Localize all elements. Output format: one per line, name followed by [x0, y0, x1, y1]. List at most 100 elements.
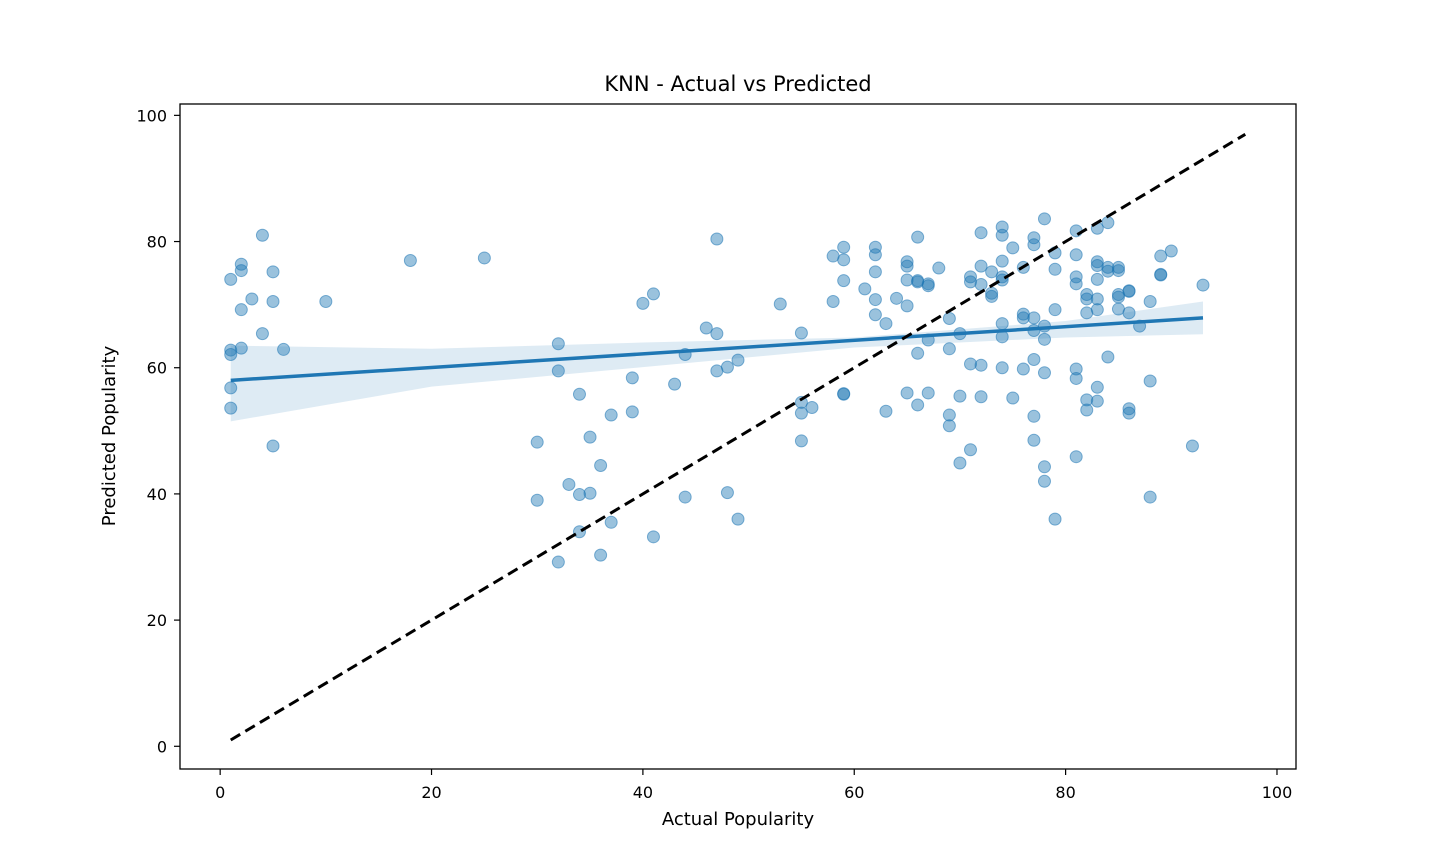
scatter-point — [921, 279, 935, 293]
scatter-point — [1016, 362, 1030, 376]
scatter-point — [710, 232, 724, 246]
scatter-point — [1111, 260, 1125, 274]
scatter-point — [1037, 474, 1051, 488]
scatter-point — [1101, 350, 1115, 364]
scatter-point — [879, 317, 893, 331]
scatter-point — [551, 337, 565, 351]
scatter-point — [1006, 241, 1020, 255]
scatter-point — [255, 327, 269, 341]
scatter-point — [858, 282, 872, 296]
scatter-point — [974, 390, 988, 404]
scatter-point — [964, 443, 977, 457]
scatter-point — [1027, 238, 1041, 252]
scatter-point — [266, 265, 280, 279]
scatter-point — [1101, 216, 1115, 230]
scatter-point — [234, 303, 248, 317]
scatter-point — [646, 287, 660, 301]
scatter-point — [266, 439, 280, 453]
scatter-point — [224, 343, 238, 357]
scatter-point — [1164, 244, 1178, 258]
y-axis-ticks: 0 20 40 60 80 100 — [136, 106, 180, 756]
scatter-point — [1027, 311, 1041, 325]
scatter-point — [731, 512, 745, 526]
scatter-point — [245, 292, 259, 306]
scatter-point — [826, 294, 840, 308]
x-tick-label: 80 — [1055, 783, 1075, 802]
scatter-point — [1122, 284, 1136, 298]
lines-layer — [229, 132, 1247, 742]
scatter-point — [403, 253, 417, 267]
scatter-point — [974, 358, 988, 372]
scatter-point — [932, 261, 946, 275]
scatter-point — [773, 297, 787, 311]
scatter-point — [837, 387, 851, 401]
scatter-point — [942, 342, 956, 356]
scatter-point — [974, 226, 988, 240]
scatter-point — [1080, 403, 1094, 417]
scatter-point — [794, 434, 808, 448]
y-axis-label: Predicted Popularity — [99, 345, 120, 526]
scatter-point — [646, 530, 660, 544]
scatter-point — [1143, 374, 1157, 388]
scatter-point — [995, 228, 1009, 242]
scatter-point — [1016, 311, 1030, 325]
scatter-point — [604, 408, 618, 422]
scatter-point — [604, 515, 618, 529]
scatter-point — [1037, 366, 1051, 380]
scatter-point — [1090, 272, 1104, 286]
ideal-line — [229, 132, 1247, 742]
scatter-point — [583, 430, 597, 444]
scatter-point — [1037, 212, 1051, 226]
scatter-point — [1027, 231, 1041, 245]
x-tick-label: 100 — [1262, 783, 1293, 802]
scatter-point — [1069, 248, 1083, 262]
chart-title: KNN - Actual vs Predicted — [604, 72, 871, 96]
scatter-point — [900, 259, 914, 273]
scatter-point — [699, 321, 713, 335]
scatter-point — [1080, 292, 1094, 306]
scatter-point — [1122, 406, 1136, 420]
confidence-band-layer — [230, 301, 1203, 422]
scatter-point — [868, 240, 882, 254]
scatter-point — [1069, 362, 1083, 376]
scatter-point — [1069, 270, 1083, 284]
scatter-point — [942, 419, 956, 433]
scatter-point — [1090, 380, 1104, 394]
scatter-point — [678, 490, 692, 504]
scatter-point — [868, 248, 882, 262]
x-tick-label: 20 — [421, 783, 441, 802]
scatter-point — [720, 486, 734, 500]
scatter-point — [1185, 439, 1199, 453]
scatter-point — [530, 493, 544, 507]
scatter-point — [1069, 371, 1083, 385]
scatter-point — [974, 277, 988, 291]
scatter-point — [731, 353, 745, 367]
scatter-point — [255, 228, 269, 242]
y-tick-label: 100 — [136, 106, 167, 125]
scatter-point — [1196, 278, 1210, 292]
scatter-point — [921, 386, 935, 400]
confidence-band — [230, 301, 1203, 422]
scatter-point — [953, 456, 967, 470]
scatter-point — [319, 294, 333, 308]
scatter-point — [1122, 306, 1136, 320]
scatter-point — [668, 377, 682, 391]
scatter-point — [900, 386, 914, 400]
scatter-point — [1154, 249, 1168, 263]
scatter-point — [1006, 391, 1020, 405]
scatter-point — [837, 253, 851, 267]
scatter-point — [625, 371, 639, 385]
scatter-point — [234, 264, 248, 278]
scatter-point — [1048, 262, 1062, 276]
scatter-point — [562, 477, 576, 491]
scatter-point — [1069, 224, 1083, 238]
scatter-point — [277, 342, 291, 356]
scatter-point — [224, 381, 238, 395]
scatter-point — [890, 291, 904, 305]
scatter-point — [995, 361, 1009, 375]
scatter-point — [710, 327, 724, 341]
scatter-point — [794, 395, 808, 409]
scatter-point — [794, 326, 808, 340]
